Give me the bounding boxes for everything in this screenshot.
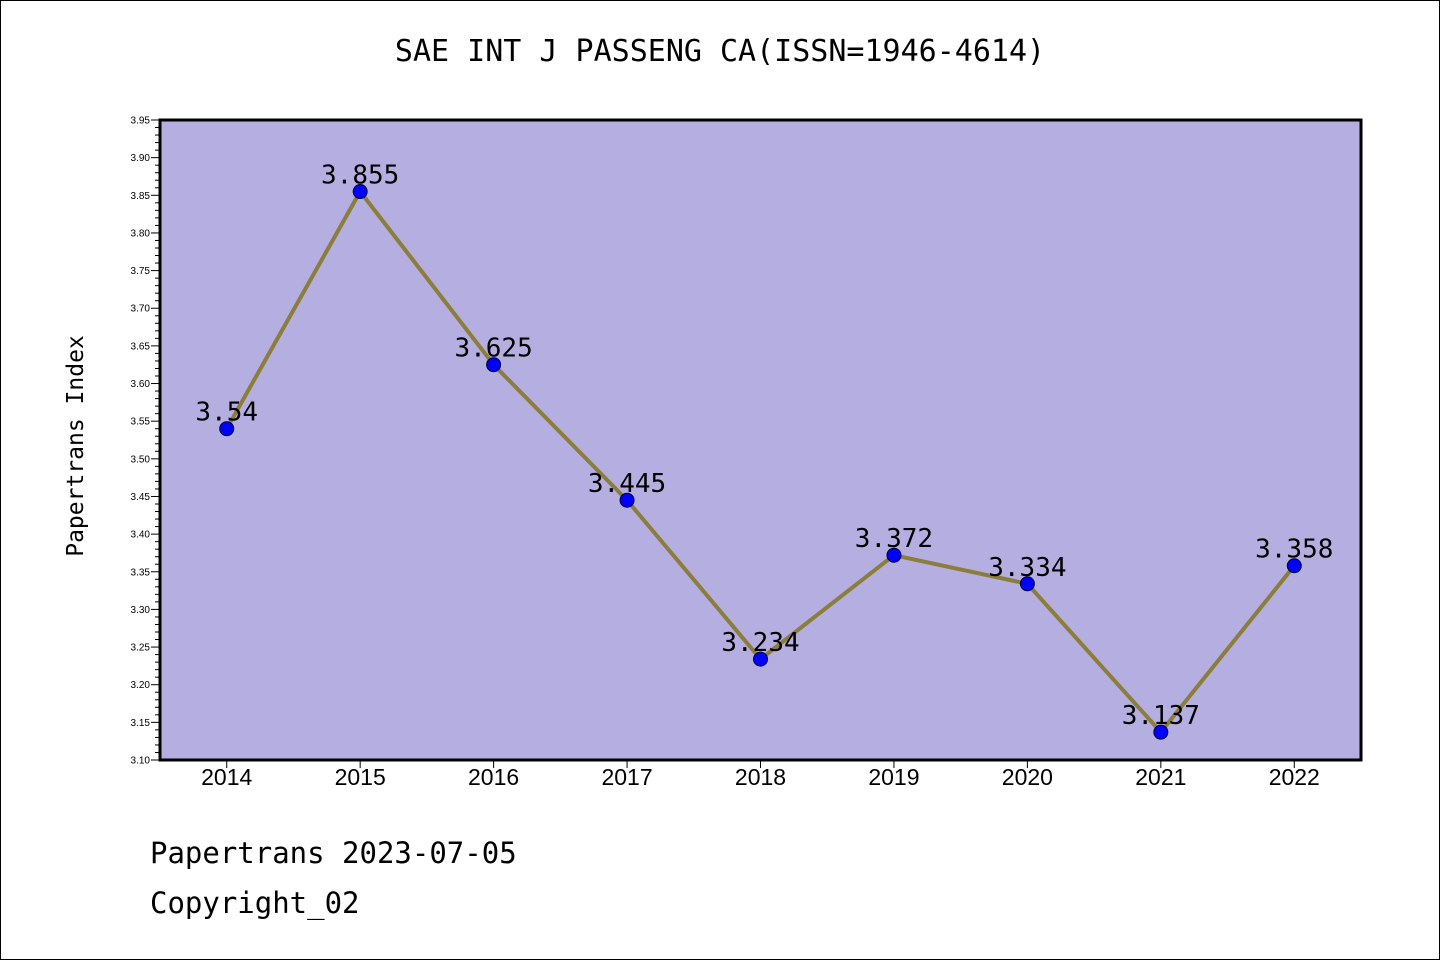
y-tick-label: 3.15: [131, 718, 151, 729]
y-tick-label: 3.50: [131, 454, 151, 465]
x-tick-label: 2019: [868, 764, 919, 790]
y-tick-label: 3.30: [131, 605, 151, 616]
data-point: [619, 492, 635, 508]
data-label: 3.372: [855, 524, 933, 554]
y-tick-label: 3.25: [131, 643, 151, 654]
y-tick-label: 3.55: [131, 417, 151, 428]
data-point: [753, 651, 768, 667]
y-tick-label: 3.20: [131, 680, 151, 691]
x-tick-label: 2015: [335, 764, 386, 790]
y-tick-label: 3.85: [131, 191, 151, 202]
footer-copyright: Copyright_02: [150, 886, 360, 920]
y-tick-label: 3.65: [131, 341, 151, 352]
data-label: 3.234: [721, 628, 799, 658]
data-label: 3.137: [1122, 701, 1200, 731]
x-tick-label: 2020: [1002, 764, 1053, 790]
x-tick-label: 2014: [201, 764, 252, 790]
data-label: 3.358: [1255, 535, 1333, 565]
y-tick-label: 3.35: [131, 567, 151, 578]
data-label: 3.625: [454, 334, 532, 364]
x-tick-label: 2021: [1135, 764, 1186, 790]
chart-title: SAE INT J PASSENG CA(ISSN=1946-4614): [394, 34, 1046, 69]
data-point: [1153, 724, 1169, 740]
x-tick-label: 2017: [601, 764, 652, 790]
data-point: [219, 421, 235, 437]
x-tick-label: 2022: [1269, 764, 1320, 790]
y-tick-label: 3.10: [131, 756, 151, 767]
y-tick-label: 3.70: [131, 304, 151, 315]
data-label: 3.445: [588, 469, 666, 499]
data-label: 3.855: [321, 161, 399, 191]
x-tick-label: 2018: [735, 764, 786, 790]
plot-border: [158, 118, 1363, 762]
y-tick-label: 3.60: [131, 379, 151, 390]
y-tick-label: 3.80: [131, 228, 151, 239]
data-point: [352, 184, 368, 200]
data-point: [886, 547, 902, 563]
footer-date: Papertrans 2023-07-05: [150, 836, 517, 870]
y-tick-label: 3.90: [131, 153, 151, 164]
data-point: [1019, 576, 1035, 592]
data-label: 3.334: [988, 553, 1066, 583]
data-point: [486, 357, 502, 373]
data-point: [1286, 558, 1302, 574]
y-tick-label: 3.75: [131, 266, 151, 277]
y-tick-label: 3.95: [131, 116, 151, 127]
data-label: 3.54: [195, 398, 258, 428]
y-tick-label: 3.40: [131, 530, 151, 541]
x-tick-label: 2016: [468, 764, 519, 790]
y-tick-label: 3.45: [131, 492, 151, 503]
